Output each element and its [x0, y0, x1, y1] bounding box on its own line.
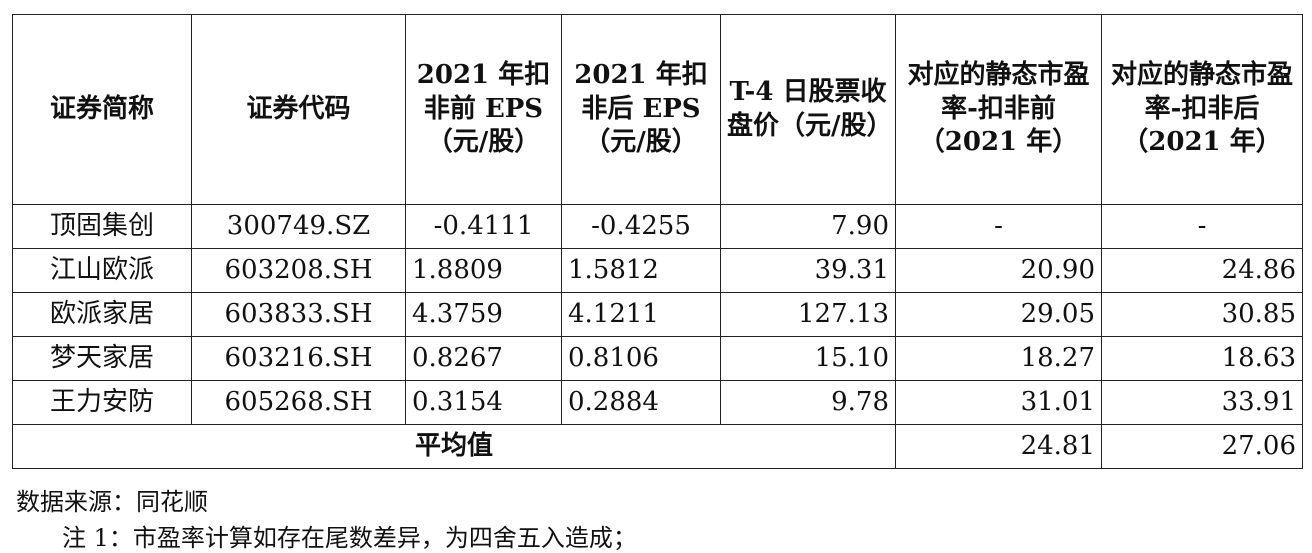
cell-name: 顶固集创: [12, 204, 192, 249]
cell-eps-before: 0.8267: [405, 336, 562, 381]
cell-code: 603216.SH: [191, 336, 406, 381]
table-row: 梦天家居 603216.SH 0.8267 0.8106 15.10 18.27…: [12, 336, 1303, 381]
cell-code: 605268.SH: [191, 380, 406, 425]
cell-eps-after: 0.8106: [561, 336, 721, 381]
cell-eps-before: 0.3154: [405, 380, 562, 425]
header-code: 证券代码: [191, 14, 406, 205]
cell-eps-before: 1.8809: [405, 248, 562, 293]
header-eps-before: 2021 年扣非前 EPS（元/股）: [405, 14, 562, 205]
table-row: 欧派家居 603833.SH 4.3759 4.1211 127.13 29.0…: [12, 292, 1303, 337]
header-close-price: T-4 日股票收盘价（元/股）: [720, 14, 896, 205]
cell-pe-after: 33.91: [1101, 380, 1303, 425]
average-label: 平均值: [12, 424, 896, 469]
cell-eps-after: -0.4255: [561, 204, 721, 249]
table-row: 王力安防 605268.SH 0.3154 0.2884 9.78 31.01 …: [12, 380, 1303, 425]
footnote-1: 注 1：市盈率计算如存在尾数差异，为四舍五入造成；: [62, 524, 637, 552]
cell-pe-before: 18.27: [895, 336, 1102, 381]
average-row: 平均值 24.81 27.06: [12, 424, 1303, 469]
cell-code: 603208.SH: [191, 248, 406, 293]
average-pe-after: 27.06: [1101, 424, 1303, 469]
cell-eps-after: 1.5812: [561, 248, 721, 293]
cell-close-price: 127.13: [720, 292, 896, 337]
cell-name: 江山欧派: [12, 248, 192, 293]
cell-pe-before: 31.01: [895, 380, 1102, 425]
cell-pe-after: 24.86: [1101, 248, 1303, 293]
cell-name: 梦天家居: [12, 336, 192, 381]
cell-pe-before: 20.90: [895, 248, 1102, 293]
table-row: 江山欧派 603208.SH 1.8809 1.5812 39.31 20.90…: [12, 248, 1303, 293]
cell-code: 300749.SZ: [191, 204, 406, 249]
header-pe-after: 对应的静态市盈率-扣非后（2021 年）: [1101, 14, 1303, 205]
cell-pe-before: -: [895, 204, 1102, 249]
header-name: 证券简称: [12, 14, 192, 205]
cell-eps-before: 4.3759: [405, 292, 562, 337]
average-pe-before: 24.81: [895, 424, 1102, 469]
cell-close-price: 7.90: [720, 204, 896, 249]
cell-name: 王力安防: [12, 380, 192, 425]
cell-eps-before: -0.4111: [405, 204, 562, 249]
cell-code: 603833.SH: [191, 292, 406, 337]
cell-pe-after: -: [1101, 204, 1303, 249]
header-row: 证券简称 证券代码 2021 年扣非前 EPS（元/股） 2021 年扣非后 E…: [12, 14, 1303, 205]
cell-pe-after: 30.85: [1101, 292, 1303, 337]
header-eps-after: 2021 年扣非后 EPS（元/股）: [561, 14, 721, 205]
table-row: 顶固集创 300749.SZ -0.4111 -0.4255 7.90 - -: [12, 204, 1303, 249]
pe-comparison-table: 证券简称 证券代码 2021 年扣非前 EPS（元/股） 2021 年扣非后 E…: [12, 14, 1303, 469]
cell-close-price: 39.31: [720, 248, 896, 293]
cell-close-price: 9.78: [720, 380, 896, 425]
cell-name: 欧派家居: [12, 292, 192, 337]
cell-eps-after: 4.1211: [561, 292, 721, 337]
cell-pe-after: 18.63: [1101, 336, 1303, 381]
cell-close-price: 15.10: [720, 336, 896, 381]
header-pe-before: 对应的静态市盈率-扣非前（2021 年）: [895, 14, 1102, 205]
cell-pe-before: 29.05: [895, 292, 1102, 337]
cell-eps-after: 0.2884: [561, 380, 721, 425]
data-source-note: 数据来源：同花顺: [16, 488, 208, 516]
